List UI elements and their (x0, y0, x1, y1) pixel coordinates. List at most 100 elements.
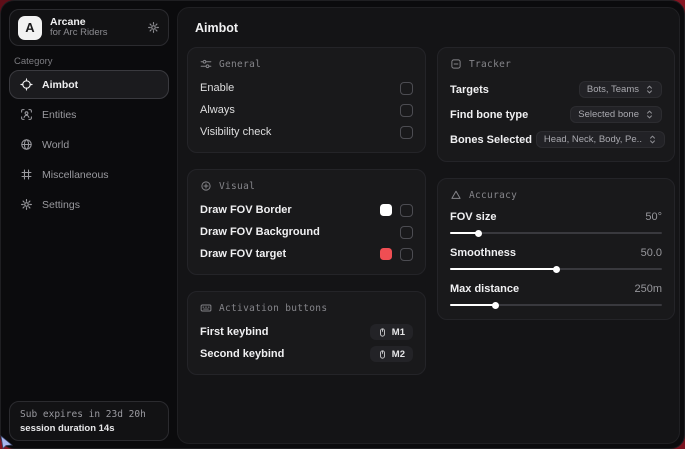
row-label: Max distance (450, 283, 520, 295)
row-label: Second keybind (200, 348, 285, 360)
category-label: Category (14, 56, 53, 67)
fov-size-slider[interactable] (450, 228, 662, 238)
card-general: General Enable Always Visibility check (187, 47, 426, 153)
sub-expiry-text: Sub expires in 23d 20h (20, 409, 146, 420)
app-subtitle: for Arc Riders (50, 27, 108, 39)
dropdown-value: Head, Neck, Body, Pe.. (543, 134, 642, 145)
row-label: Smoothness (450, 247, 517, 259)
fov-target-checkbox[interactable] (400, 247, 413, 261)
always-checkbox[interactable] (400, 103, 413, 117)
card-title: General (219, 58, 262, 70)
sidebar-nav: Aimbot Entities (9, 70, 169, 220)
toggle-row-fov-border: Draw FOV Border (200, 199, 413, 221)
slider-thumb[interactable] (450, 229, 482, 237)
slider-row-fov-size: FOV size 50° (450, 208, 662, 238)
slider-track (450, 304, 662, 306)
smoothness-slider[interactable] (450, 264, 662, 274)
app-name: Arcane (50, 16, 86, 28)
row-label: Bones Selected (450, 133, 532, 146)
card-visual: Visual Draw FOV Border Draw FOV Backgrou… (187, 169, 426, 275)
card-title: Accuracy (469, 189, 518, 201)
triangle-icon (450, 189, 462, 201)
card-tracker: Tracker Targets Bots, Teams (437, 47, 675, 162)
sidebar-item-label: Entities (42, 108, 77, 121)
fov-background-checkbox[interactable] (400, 225, 413, 239)
unfold-icon (648, 135, 657, 144)
row-label: Targets (450, 83, 489, 96)
row-label: Draw FOV Border (200, 204, 292, 216)
page-title: Aimbot (195, 21, 239, 35)
mouse-icon (378, 327, 387, 337)
card-activation-buttons: Activation buttons First keybind M1 (187, 291, 426, 375)
sidebar-item-world[interactable]: World (9, 130, 169, 159)
sidebar-item-miscellaneous[interactable]: Miscellaneous (9, 160, 169, 189)
sidebar-item-label: Settings (42, 198, 80, 211)
enable-checkbox[interactable] (400, 81, 413, 95)
slider-thumb[interactable] (450, 265, 560, 273)
dropdown-value: Selected bone (578, 109, 639, 120)
row-label: First keybind (200, 326, 269, 338)
sliders-icon (200, 58, 212, 70)
slider-value: 250m (634, 283, 662, 295)
row-label: Draw FOV target (200, 248, 287, 260)
mouse-cursor (0, 435, 14, 449)
toggle-row-always: Always (200, 99, 413, 121)
subscription-box: Sub expires in 23d 20h session duration … (9, 401, 169, 441)
slider-thumb[interactable] (450, 301, 498, 309)
max-distance-slider[interactable] (450, 300, 662, 310)
keybind-value: M1 (391, 326, 405, 338)
find-bone-type-dropdown[interactable]: Selected bone (570, 106, 662, 123)
first-keybind-button[interactable]: M1 (369, 324, 413, 340)
grid-icon (20, 168, 33, 181)
unfold-icon (645, 110, 654, 119)
sidebar-item-settings[interactable]: Settings (9, 190, 169, 219)
sidebar-item-label: Aimbot (42, 78, 79, 91)
fov-border-color-swatch[interactable] (380, 204, 392, 216)
focus-icon (200, 180, 212, 192)
sidebar-item-label: World (42, 138, 70, 151)
keybind-row-second: Second keybind M2 (200, 343, 413, 365)
dropdown-row-targets: Targets Bots, Teams (450, 77, 662, 102)
row-label: Enable (200, 82, 235, 94)
entities-icon (20, 108, 33, 121)
fov-target-color-swatch[interactable] (380, 248, 392, 260)
keybind-value: M2 (391, 348, 405, 360)
row-label: Always (200, 104, 235, 116)
visibility-check-checkbox[interactable] (400, 125, 413, 139)
sidebar-item-entities[interactable]: Entities (9, 100, 169, 129)
row-label: FOV size (450, 211, 497, 223)
toggle-row-enable: Enable (200, 77, 413, 99)
fov-border-checkbox[interactable] (400, 203, 413, 217)
main-panel: Aimbot General Enable (177, 7, 680, 444)
dropdown-value: Bots, Teams (586, 84, 639, 95)
slider-row-smoothness: Smoothness 50.0 (450, 244, 662, 274)
row-label: Find bone type (450, 108, 529, 121)
slider-track (450, 232, 662, 234)
dropdown-row-find-bone-type: Find bone type Selected bone (450, 102, 662, 127)
gear-icon[interactable] (147, 21, 160, 34)
toggle-row-visibility-check: Visibility check (200, 121, 413, 143)
toggle-row-fov-target: Draw FOV target (200, 243, 413, 265)
row-label: Draw FOV Background (200, 226, 320, 238)
right-column: Tracker Targets Bots, Teams (437, 47, 675, 336)
targets-dropdown[interactable]: Bots, Teams (578, 81, 662, 98)
toggle-row-fov-background: Draw FOV Background (200, 221, 413, 243)
mouse-icon (378, 349, 387, 359)
gear-icon (20, 198, 33, 211)
sidebar-item-aimbot[interactable]: Aimbot (9, 70, 169, 99)
bones-selected-dropdown[interactable]: Head, Neck, Body, Pe.. (535, 131, 665, 148)
card-title: Activation buttons (219, 302, 328, 314)
second-keybind-button[interactable]: M2 (369, 346, 413, 362)
crosshair-icon (20, 78, 33, 91)
card-title: Visual (219, 180, 256, 192)
session-duration-text: session duration 14s (20, 423, 115, 434)
slider-value: 50.0 (640, 247, 662, 259)
keyboard-icon (200, 302, 212, 314)
card-title: Tracker (469, 58, 512, 70)
sidebar: A Arcane for Arc Riders Category (1, 1, 177, 448)
sidebar-item-label: Miscellaneous (42, 168, 109, 181)
slider-row-max-distance: Max distance 250m (450, 280, 662, 310)
brand-card: A Arcane for Arc Riders (9, 9, 169, 46)
